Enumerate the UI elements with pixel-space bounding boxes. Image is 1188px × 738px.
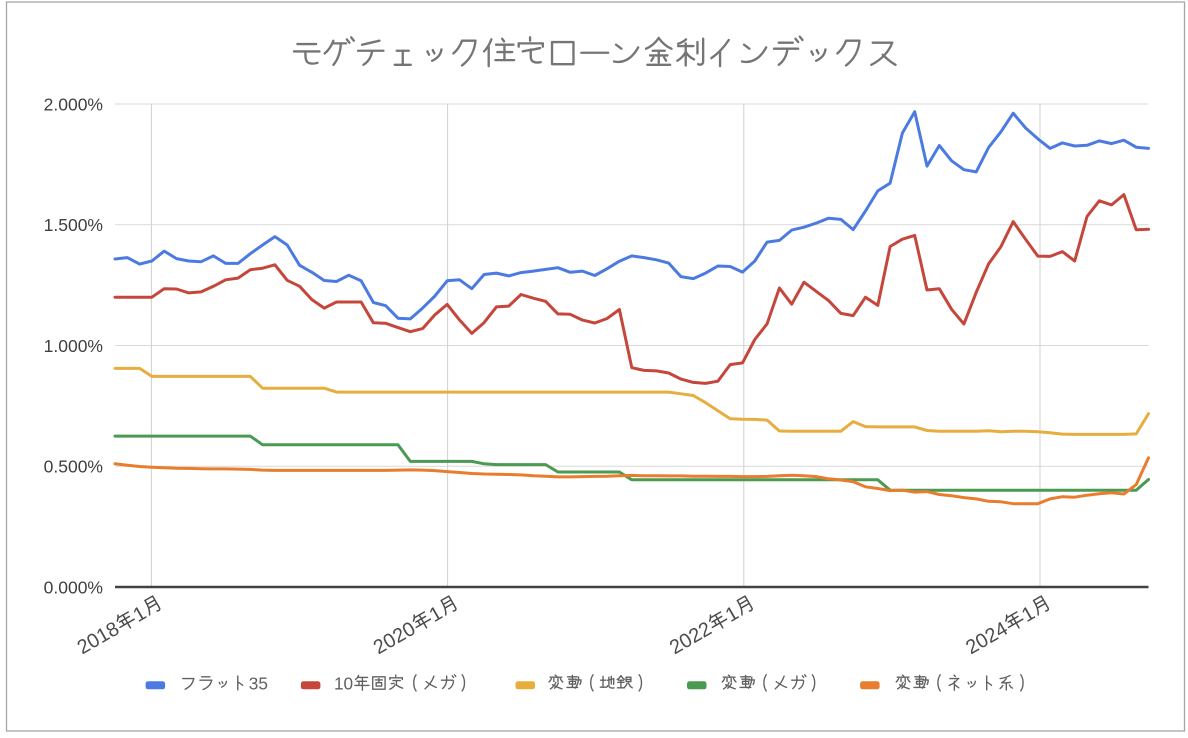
svg-text:0.000%: 0.000% xyxy=(44,577,103,597)
svg-text:35: 35 xyxy=(249,674,268,694)
svg-text:0.500%: 0.500% xyxy=(44,457,103,477)
svg-text:10: 10 xyxy=(334,674,353,694)
svg-text:2.000%: 2.000% xyxy=(44,94,103,114)
svg-text:1.000%: 1.000% xyxy=(44,336,103,356)
svg-text:1.500%: 1.500% xyxy=(44,215,103,235)
